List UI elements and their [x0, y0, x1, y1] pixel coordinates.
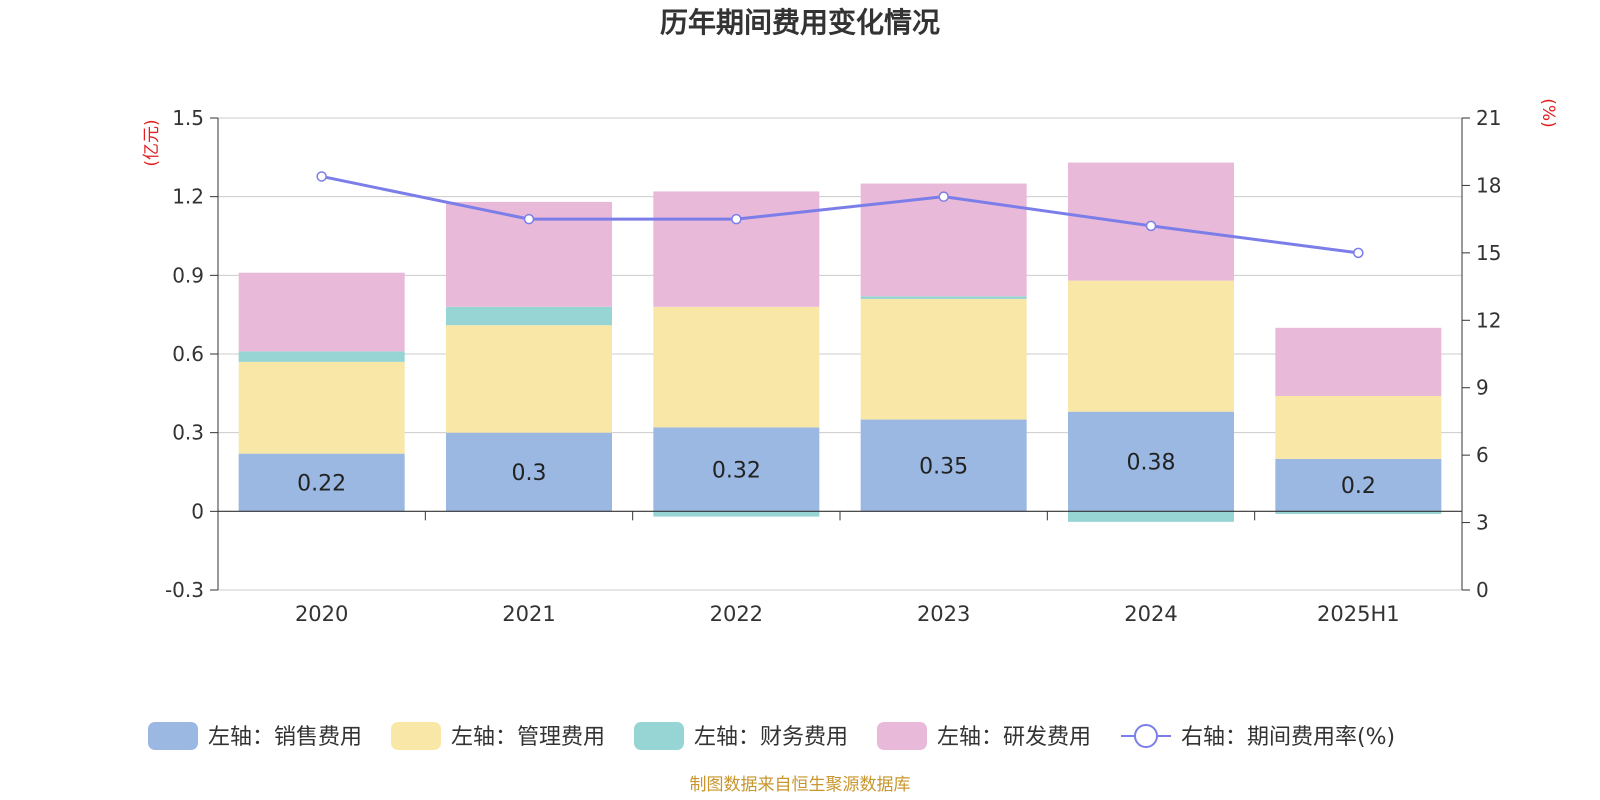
category-label-2020: 2020: [295, 602, 348, 626]
right-tick-label-4: 12: [1476, 308, 1501, 332]
legend-swatch-0: [148, 722, 198, 750]
rate-point-2021: [523, 213, 535, 225]
right-tick-label-2: 6: [1476, 443, 1489, 467]
data-label-2023: 0.35: [919, 454, 968, 479]
bar-group: [238, 162, 1442, 522]
legend-label-3: 左轴：研发费用: [937, 725, 1091, 750]
category-label-2024: 2024: [1124, 602, 1177, 626]
bar-s3-2025H1: [1275, 327, 1442, 396]
bar-s1-2024: [1068, 280, 1234, 412]
legend-swatch-1: [391, 722, 441, 750]
bar-s1-2020: [238, 361, 405, 454]
bar-s2-2024: [1068, 511, 1234, 522]
legend-label-4: 右轴：期间费用率(%): [1181, 725, 1395, 750]
legend-swatch-3: [877, 722, 927, 750]
legend: 左轴：销售费用 左轴：管理费用 左轴：财务费用 左轴：研发费用 右轴：期间费用率(%): [148, 722, 1395, 750]
bar-s0-2020: [238, 453, 405, 512]
category-label-2022: 2022: [710, 602, 763, 626]
bar-s2-2021: [446, 306, 612, 326]
legend-marker-4: [1134, 724, 1158, 748]
data-label-2022: 0.32: [712, 458, 761, 483]
bar-s3-2020: [238, 272, 405, 352]
right-tick-label-5: 15: [1476, 241, 1501, 265]
rate-line: [321, 174, 1359, 255]
right-tick-label-7: 21: [1476, 106, 1501, 130]
bar-s1-2022: [653, 306, 820, 428]
bar-s0-2021: [446, 432, 612, 512]
right-tick-label-3: 9: [1476, 376, 1489, 400]
category-label-2025H1: 2025H1: [1317, 602, 1400, 626]
data-label-2021: 0.3: [512, 461, 547, 486]
bar-s0-2022: [653, 427, 820, 512]
rate-point-2025H1: [1353, 247, 1364, 259]
data-label-2024: 0.38: [1127, 451, 1176, 476]
right-tick-label-0: 0: [1476, 578, 1489, 602]
bar-s0-2023: [860, 419, 1027, 512]
bar-s1-2025H1: [1275, 395, 1442, 459]
right-axis-unit: (%): [1538, 98, 1558, 127]
data-label-2020: 0.22: [297, 471, 346, 496]
bar-s0-2024: [1068, 411, 1234, 512]
left-tick-label-3: 0.6: [172, 342, 204, 366]
chart-title: 历年期间费用变化情况: [660, 6, 940, 39]
left-axis-unit: (亿元): [142, 119, 162, 166]
bar-s2-2023: [860, 296, 1027, 299]
category-label-2023: 2023: [917, 602, 970, 626]
bar-s2-2020: [238, 351, 405, 362]
rate-point-2024: [1145, 220, 1157, 232]
left-tick-label-5: 1.2: [172, 185, 204, 209]
right-tick-label-1: 3: [1476, 511, 1489, 535]
bar-s2-2025H1: [1275, 511, 1442, 514]
left-tick-label-6: 1.5: [172, 106, 204, 130]
legend-label-1: 左轴：管理费用: [451, 725, 605, 750]
left-tick-label-4: 0.9: [172, 263, 204, 287]
legend-swatch-2: [634, 722, 684, 750]
bar-s1-2021: [446, 325, 612, 433]
left-tick-label-2: 0.3: [172, 421, 204, 445]
right-tick-label-6: 18: [1476, 173, 1501, 197]
rate-point-2022: [731, 213, 742, 225]
data-labels: 0.22 0.3 0.32 0.35 0.38 0.2: [297, 451, 1376, 500]
bar-s2-2022: [653, 511, 820, 517]
axes: -0.3 0 0.3 0.6 0.9 1.2 1.5 0 3 6 9 12 15 18 21 2020 2021…: [165, 106, 1501, 626]
rate-point-2020: [316, 171, 327, 182]
data-label-2025H1: 0.2: [1341, 474, 1376, 499]
bar-s3-2022: [653, 191, 820, 307]
left-tick-label-1: 0: [191, 499, 204, 523]
legend-label-0: 左轴：销售费用: [208, 725, 362, 750]
bar-s1-2023: [860, 298, 1027, 420]
legend-label-2: 左轴：财务费用: [694, 725, 848, 750]
category-label-2021: 2021: [502, 602, 555, 626]
left-tick-label-0: -0.3: [165, 578, 204, 602]
rate-point-2023: [938, 191, 949, 202]
bar-s0-2025H1: [1275, 458, 1442, 512]
rate-line-group: [316, 171, 1364, 259]
source-note: 制图数据来自恒生聚源数据库: [690, 775, 911, 795]
